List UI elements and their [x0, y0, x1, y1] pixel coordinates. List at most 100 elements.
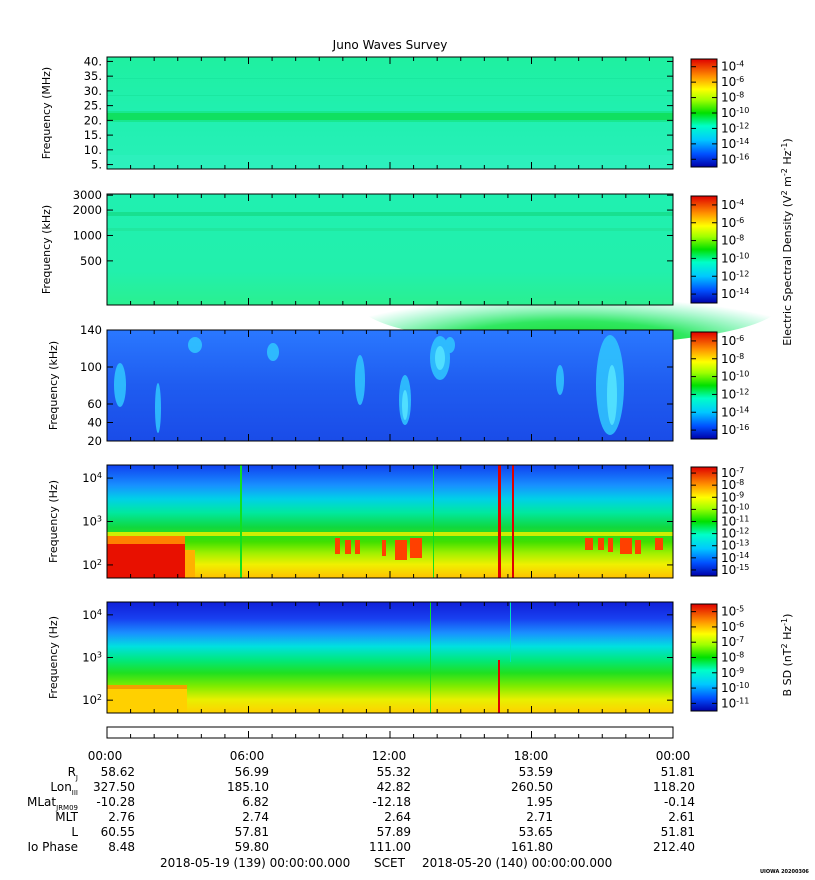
colorbar-4-label: 10-8: [721, 478, 744, 493]
x-tick-label: 12:00: [372, 749, 407, 763]
panel-3-ytick-label: 100: [80, 360, 102, 374]
ephemeris-value: 55.32: [377, 765, 411, 779]
ephemeris-value: 2.61: [668, 810, 695, 824]
ephemeris-label: Io Phase: [27, 840, 78, 854]
panel-4-ytick-label: 103: [82, 514, 102, 529]
panel-4-vertical-lines: [240, 465, 514, 578]
ephemeris-value: 53.59: [519, 765, 553, 779]
electric-sd-label: Electric Spectral Density (V2 m-2 Hz-1): [780, 138, 795, 345]
colorbar-1-label: 10-4: [721, 59, 744, 74]
colorbar-3: [690, 331, 718, 440]
panel-2-band-upper: [107, 212, 673, 216]
ephemeris-value: 53.65: [519, 825, 553, 839]
colorbar-2-label: 10-10: [721, 251, 749, 266]
ephemeris-value: -10.28: [96, 795, 135, 809]
ephemeris-value: 60.55: [101, 825, 135, 839]
panel-5-ytick-label: 102: [82, 693, 102, 708]
ephemeris-value: 42.82: [377, 780, 411, 794]
panel-3-ytick-label: 40: [87, 416, 102, 430]
colorbar-1-label: 10-8: [721, 90, 744, 105]
colorbar-5-label: 10-7: [721, 635, 744, 650]
x-end-label: 2018-05-20 (140) 00:00:00.000: [422, 856, 612, 870]
ephemeris-label: LonIII: [50, 780, 78, 797]
panel-2-ytick-label: 1000: [73, 228, 102, 242]
panel-5-ytick-label: 104: [82, 607, 102, 622]
colorbar-5-label: 10-9: [721, 665, 744, 680]
panel-3-spectrogram: [107, 330, 673, 441]
ephemeris-value: 57.81: [235, 825, 269, 839]
panel-1-ytick-label: 5.: [91, 158, 102, 172]
panel-1-ytick-label: 25.: [84, 99, 102, 113]
colorbars: 10-410-610-810-1010-1210-1410-1610-410-6…: [690, 58, 749, 712]
panel-3-ytick-label: 20: [87, 434, 102, 448]
colorbar-5-label: 10-6: [721, 619, 744, 634]
colorbar-4-label: 10-9: [721, 490, 744, 505]
panel-lfrlo: 104 103 102 Frequency (Hz): [47, 464, 674, 579]
panel-5-spectrogram: [107, 602, 673, 713]
x-tick-label: 00:00: [88, 749, 123, 763]
panel-4-ylabel: Frequency (Hz): [47, 480, 60, 563]
x-tick-label: 00:00: [656, 749, 691, 763]
ephemeris-value: 51.81: [661, 825, 695, 839]
panel-4-ytick-label: 102: [82, 557, 102, 572]
ephemeris-label: RJ: [68, 765, 78, 782]
panel-5-vertical-lines: [430, 602, 511, 713]
colorbar-4-label: 10-15: [721, 562, 749, 577]
panel-1-ytick-label: 40.: [84, 54, 102, 68]
ephemeris-value: 2.76: [108, 810, 135, 824]
panel-3-ytick-label: 140: [80, 323, 102, 337]
stamp: UIOWA 20200306: [760, 869, 809, 875]
panel-1-faint-line: [107, 78, 673, 79]
colorbar-4-label: 10-7: [721, 466, 744, 481]
ephemeris-value: 58.62: [101, 765, 135, 779]
panel-4-red-block-edge: [107, 536, 185, 544]
panel-2-ytick-label: 500: [80, 254, 102, 268]
colorbar-4-label: 10-14: [721, 550, 749, 565]
ephemeris-value: 56.99: [235, 765, 269, 779]
ephemeris-value: 2.74: [242, 810, 269, 824]
panel-1-band-edge: [107, 111, 673, 113]
colorbar-3-label: 10-12: [721, 387, 749, 402]
colorbar-2-label: 10-8: [721, 233, 744, 248]
panel-2-band-lower: [107, 228, 673, 231]
panel-2-ytick-label: 2000: [73, 203, 102, 217]
panel-1-band-21mhz: [107, 113, 673, 120]
panel-1-ylabel: Frequency (MHz): [40, 67, 53, 159]
ephemeris-value: -12.18: [372, 795, 411, 809]
panel-2-ytick-label: 3000: [73, 188, 102, 202]
x-start-label: 2018-05-19 (139) 00:00:00.000: [160, 856, 350, 870]
ephemeris-value: 118.20: [653, 780, 695, 794]
colorbar-4-label: 10-10: [721, 502, 749, 517]
colorbar-2-label: 10-14: [721, 287, 749, 302]
colorbar-4-label: 10-12: [721, 526, 749, 541]
panel-1-ytick-label: 35.: [84, 69, 102, 83]
ephemeris-value: 327.50: [93, 780, 135, 794]
ephemeris-value: 2.64: [384, 810, 411, 824]
colorbar-1-label: 10-12: [721, 121, 749, 136]
panel-4-red-block-fade: [185, 550, 195, 578]
panel-1-faint-line-2: [107, 95, 673, 96]
ephemeris-value: 161.80: [511, 840, 553, 854]
ephemeris-value: 111.00: [369, 840, 411, 854]
panel-5-ytick-label: 103: [82, 650, 102, 665]
colorbar-3-label: 10-10: [721, 369, 749, 384]
ephemeris-value: 59.80: [235, 840, 269, 854]
colorbar-3-label: 10-8: [721, 351, 744, 366]
panel-1-ytick-label: 20.: [84, 113, 102, 127]
colorbar-2-label: 10-6: [721, 215, 744, 230]
panel-bsd: 104 103 102 Frequency (Hz): [47, 601, 674, 714]
panel-lfr: 140 100 60 40 20 Frequency (kHz): [47, 323, 674, 448]
panel-5-yellow-band: [107, 688, 187, 713]
ephemeris-value: 51.81: [661, 765, 695, 779]
ephemeris-value: 6.82: [242, 795, 269, 809]
colorbar-5-label: 10-11: [721, 696, 749, 711]
colorbar-4-label: 10-11: [721, 514, 749, 529]
panel-1-ytick-label: 15.: [84, 128, 102, 142]
panel-1-band-edge-lower: [107, 120, 673, 122]
ephemeris-label: MLatJRM09: [27, 795, 78, 812]
bsd-label: B SD (nT2 Hz-1): [780, 614, 795, 697]
colorbar-1-label: 10-16: [721, 152, 749, 167]
colorbar-5-label: 10-5: [721, 604, 744, 619]
